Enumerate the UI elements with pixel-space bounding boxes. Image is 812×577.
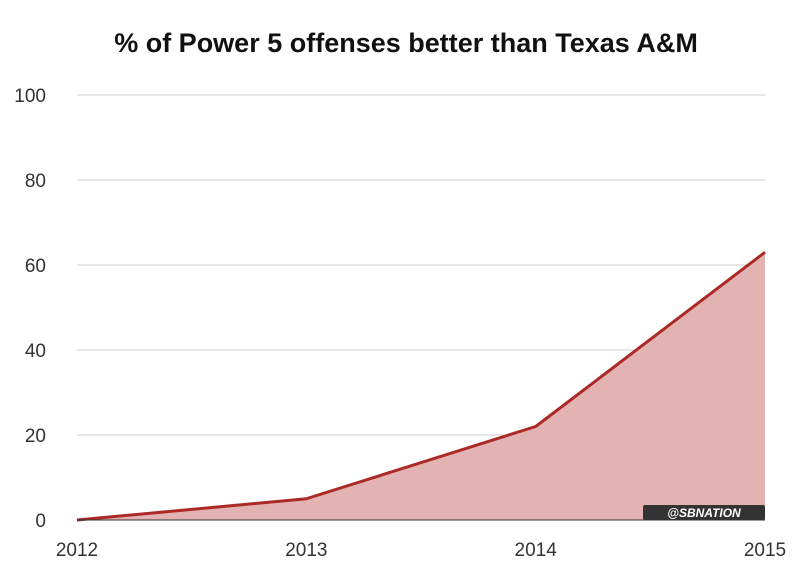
x-tick-label: 2014 bbox=[515, 540, 558, 561]
y-tick-label: 20 bbox=[25, 426, 46, 447]
chart-title: % of Power 5 offenses better than Texas … bbox=[114, 28, 698, 58]
watermark-text: @SBNATION bbox=[667, 506, 741, 520]
x-tick-label: 2015 bbox=[744, 540, 786, 561]
y-tick-label: 100 bbox=[14, 86, 46, 107]
x-tick-label: 2012 bbox=[56, 540, 98, 561]
y-tick-label: 80 bbox=[25, 171, 46, 192]
y-tick-label: 0 bbox=[35, 511, 46, 532]
series-line bbox=[76, 251, 766, 522]
sbnation-watermark: @SBNATION bbox=[643, 505, 765, 520]
y-tick-label: 40 bbox=[25, 341, 46, 362]
x-tick-label: 2013 bbox=[285, 540, 327, 561]
data-points bbox=[76, 252, 766, 521]
x-axis-ticks: 2012 2013 2014 2015 bbox=[56, 540, 786, 561]
area-fill bbox=[77, 252, 765, 520]
y-axis-ticks: 0 20 40 60 80 100 bbox=[14, 86, 46, 532]
y-tick-label: 60 bbox=[25, 256, 46, 277]
